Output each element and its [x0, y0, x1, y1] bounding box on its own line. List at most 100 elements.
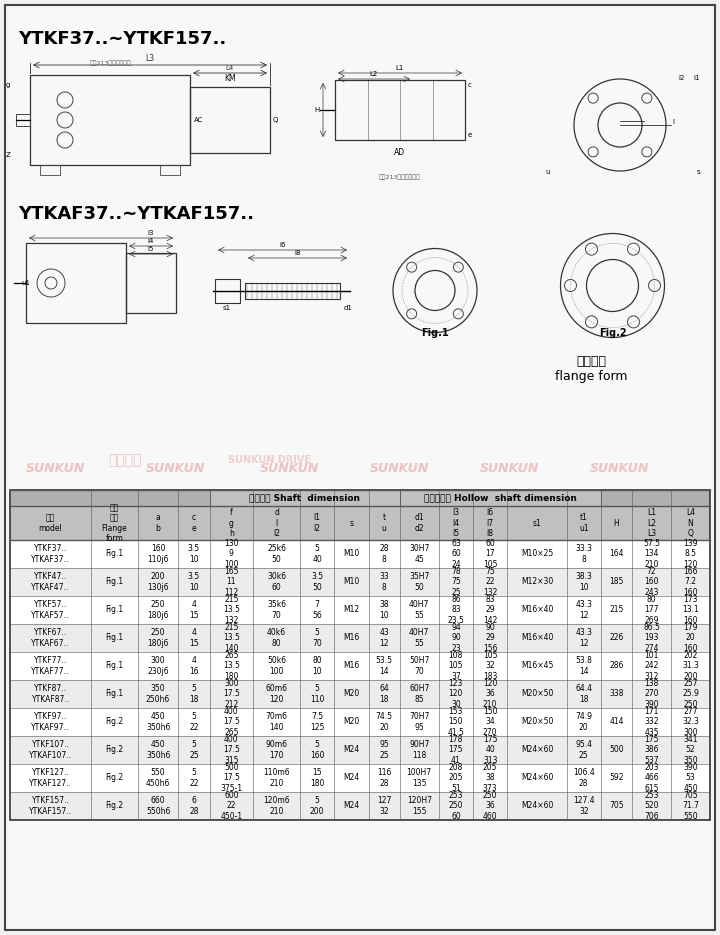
Text: 86.5
193
274: 86.5 193 274	[643, 623, 660, 653]
Text: a
b: a b	[156, 513, 161, 533]
Text: s1: s1	[223, 306, 231, 311]
Text: 95
25: 95 25	[379, 741, 389, 760]
Text: 75
22
132: 75 22 132	[483, 568, 498, 597]
Text: 450
350h6: 450 350h6	[146, 741, 171, 760]
Text: YTKF47..
YTKAF47..: YTKF47.. YTKAF47..	[32, 572, 70, 592]
Text: 215
13.5
132: 215 13.5 132	[223, 595, 240, 625]
Text: 轴伸尺寸 Shaft  dimension: 轴伸尺寸 Shaft dimension	[249, 494, 360, 502]
Text: 见第213页电机尺寸表: 见第213页电机尺寸表	[90, 60, 132, 65]
Text: 28
8: 28 8	[379, 544, 389, 564]
Text: 215: 215	[609, 606, 624, 614]
Text: 35k6
70: 35k6 70	[267, 600, 286, 620]
Bar	[126, 253, 176, 313]
Text: 165
11
112: 165 11 112	[224, 568, 238, 597]
Text: 175
40
313: 175 40 313	[483, 735, 498, 765]
Text: 150
34
270: 150 34 270	[483, 707, 498, 737]
Text: c
e: c e	[192, 513, 197, 533]
Bar	[210, 490, 400, 506]
Text: 400
17.5
315: 400 17.5 315	[223, 735, 240, 765]
Text: 63
60
24: 63 60 24	[451, 539, 461, 568]
Text: 33
8: 33 8	[379, 572, 389, 592]
Text: 64
18: 64 18	[379, 684, 389, 704]
Text: M10: M10	[343, 550, 359, 558]
Text: 35H7
50: 35H7 50	[409, 572, 429, 592]
Bar	[10, 624, 710, 652]
Text: 30H7
45: 30H7 45	[409, 544, 429, 564]
Text: M16×45: M16×45	[521, 661, 553, 670]
Bar	[245, 282, 340, 298]
Text: 705: 705	[609, 801, 624, 811]
Bar	[10, 506, 710, 540]
Text: l6
l7
l8: l6 l7 l8	[487, 508, 494, 538]
Text: Fig.1: Fig.1	[105, 634, 124, 642]
Text: M24: M24	[343, 773, 359, 783]
Text: l4: l4	[148, 238, 154, 244]
Text: 90m6
170: 90m6 170	[266, 741, 287, 760]
Text: YTKF127..
YTKAF127..: YTKF127.. YTKAF127..	[29, 769, 72, 787]
Text: SUNKUN: SUNKUN	[261, 462, 320, 474]
Text: 253
520
706: 253 520 706	[644, 791, 659, 821]
Text: 90
29
156: 90 29 156	[483, 623, 498, 653]
Text: 空心轴尺寸 Hollow  shaft dimension: 空心轴尺寸 Hollow shaft dimension	[424, 494, 577, 502]
Text: L3: L3	[145, 54, 155, 63]
Text: 277
32.3
300: 277 32.3 300	[682, 707, 699, 737]
Text: 法兰
类型
Flange
form: 法兰 类型 Flange form	[102, 503, 127, 543]
Text: YTKF77..
YTKAF77..: YTKF77.. YTKAF77..	[32, 656, 70, 676]
Text: 338: 338	[609, 689, 624, 698]
Text: i2: i2	[679, 75, 685, 81]
Text: SUNKUN: SUNKUN	[480, 462, 540, 474]
Text: YTKF87..
YTKAF87..: YTKF87.. YTKAF87..	[32, 684, 70, 704]
Text: 5
18: 5 18	[189, 684, 199, 704]
Text: Fig.2: Fig.2	[105, 745, 124, 755]
Text: 705
71.7
550: 705 71.7 550	[682, 791, 699, 821]
Text: 226: 226	[609, 634, 624, 642]
Text: 50k6
100: 50k6 100	[267, 656, 286, 676]
Text: 5
22: 5 22	[189, 712, 199, 732]
Text: 5
25: 5 25	[189, 741, 199, 760]
Text: 127
32: 127 32	[377, 797, 392, 815]
Bar	[160, 165, 180, 175]
Text: Fig.1: Fig.1	[105, 661, 124, 670]
Text: 208
205
51: 208 205 51	[449, 763, 463, 793]
Text: 5
70: 5 70	[312, 628, 322, 648]
Text: SUNKUN DRIVE: SUNKUN DRIVE	[228, 455, 312, 465]
Text: 106.4
28: 106.4 28	[573, 769, 595, 787]
Text: M10: M10	[343, 578, 359, 586]
Text: M12×30: M12×30	[521, 578, 553, 586]
Text: 80
10: 80 10	[312, 656, 322, 676]
Text: M20×50: M20×50	[521, 689, 553, 698]
Text: 160
110j6: 160 110j6	[148, 544, 169, 564]
Text: 153
150
41.5: 153 150 41.5	[447, 707, 464, 737]
Text: YTKF57..
YTKAF57..: YTKF57.. YTKAF57..	[32, 600, 70, 620]
Text: 7
56: 7 56	[312, 600, 322, 620]
Text: 38
10: 38 10	[379, 600, 389, 620]
Bar	[400, 490, 601, 506]
Text: l: l	[672, 119, 674, 125]
Bar	[335, 80, 465, 140]
Text: s: s	[349, 519, 354, 527]
Text: l5: l5	[148, 246, 154, 252]
Text: H: H	[613, 519, 619, 527]
Text: t
u: t u	[382, 513, 387, 533]
Text: M16×40: M16×40	[521, 634, 553, 642]
Text: YTKF157..
YTKAF157..: YTKF157.. YTKAF157..	[29, 797, 72, 815]
Text: 43.3
12: 43.3 12	[575, 628, 593, 648]
Text: 60m6
120: 60m6 120	[266, 684, 287, 704]
Bar	[215, 279, 240, 303]
Text: d1: d1	[343, 305, 352, 310]
Text: Fig.2: Fig.2	[599, 328, 626, 338]
Bar	[10, 568, 710, 596]
Text: 300
17.5
212: 300 17.5 212	[223, 679, 240, 709]
Text: 15
180: 15 180	[310, 769, 324, 787]
Text: 53.5
14: 53.5 14	[376, 656, 392, 676]
Text: M24×60: M24×60	[521, 745, 553, 755]
Text: 390
53
450: 390 53 450	[683, 763, 698, 793]
Text: 105
32
183: 105 32 183	[483, 651, 498, 681]
Bar	[10, 490, 710, 820]
Text: 见第213页电机尺寸表: 见第213页电机尺寸表	[379, 175, 421, 180]
Bar	[10, 540, 710, 568]
Text: 185: 185	[609, 578, 624, 586]
Text: l3: l3	[148, 230, 154, 236]
Text: 33.3
8: 33.3 8	[575, 544, 593, 564]
Text: l1
l2: l1 l2	[314, 513, 320, 533]
